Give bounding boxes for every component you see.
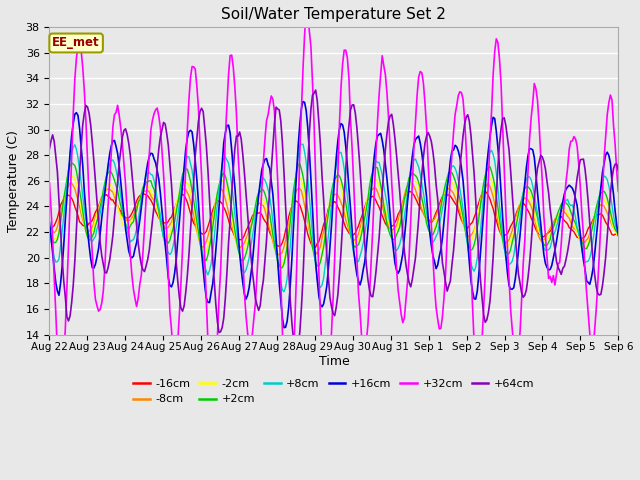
X-axis label: Time: Time [319,355,349,368]
Text: EE_met: EE_met [52,36,100,49]
Y-axis label: Temperature (C): Temperature (C) [7,130,20,232]
Title: Soil/Water Temperature Set 2: Soil/Water Temperature Set 2 [221,7,446,22]
Legend: -16cm, -8cm, -2cm, +2cm, +8cm, +16cm, +32cm, +64cm: -16cm, -8cm, -2cm, +2cm, +8cm, +16cm, +3… [129,374,539,409]
